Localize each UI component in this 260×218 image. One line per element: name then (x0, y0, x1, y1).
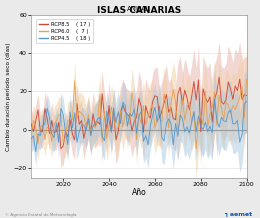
Title: ISLAS CANARIAS: ISLAS CANARIAS (97, 6, 181, 15)
Text: ANUAL: ANUAL (127, 6, 151, 12)
Y-axis label: Cambio duración período seco (días): Cambio duración período seco (días) (5, 42, 11, 151)
Legend: RCP8.5    ( 17 ), RCP6.0    (  7 ), RCP4.5    ( 18 ): RCP8.5 ( 17 ), RCP6.0 ( 7 ), RCP4.5 ( 18… (36, 19, 93, 43)
X-axis label: Año: Año (132, 188, 146, 197)
Text: © Agencia Estatal de Meteorología: © Agencia Estatal de Meteorología (5, 213, 77, 217)
Text: ┓ aemet: ┓ aemet (224, 212, 252, 217)
